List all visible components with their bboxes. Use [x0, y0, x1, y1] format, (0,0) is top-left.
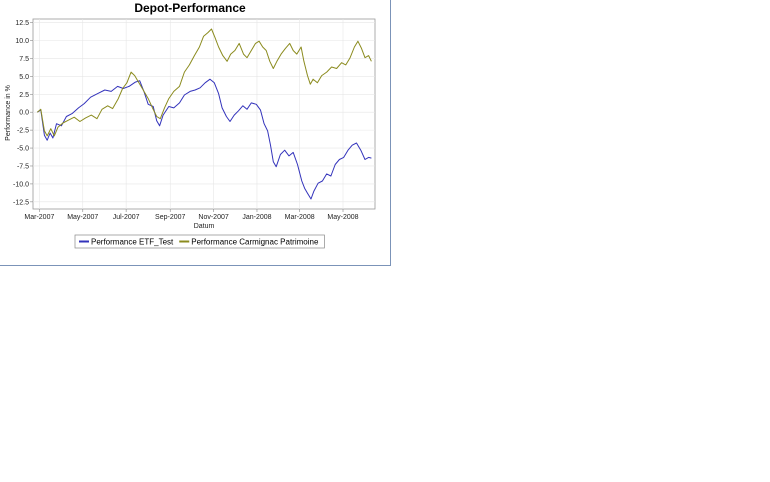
series-line-1 [37, 78, 372, 200]
plot-area [32, 18, 376, 210]
legend-label-1: Performance ETF_Test [91, 238, 174, 247]
legend-box [74, 234, 325, 249]
y-axis-ticks: 12.5 10.0 7.5 5.0 2.5 0.0 -2.5 -5.0 -7.5 -10.0 -12… [13, 20, 33, 206]
y-tick-label: 10.0 [15, 38, 29, 45]
x-tick-label: Jan-2008 [242, 214, 271, 221]
y-tick-label: -2.5 [17, 128, 29, 135]
x-axis-label: Datum [194, 223, 215, 230]
chart-title: Depot-Performance [134, 1, 246, 15]
chart-panel: Depot-Performance 12.5 10.0 7.5 5.0 2.5 0.0 -2… [0, 0, 391, 266]
legend: Performance ETF_Test Performance Carmigna… [74, 234, 325, 249]
legend-label-2: Performance Carmignac Patrimoine [191, 238, 319, 247]
series-line-2 [36, 28, 372, 137]
plot-frame [32, 18, 376, 210]
y-tick-label: 2.5 [19, 92, 29, 99]
y-tick-label: -7.5 [17, 163, 29, 170]
y-axis-label: Performance in % [5, 85, 12, 141]
x-tick-label: Sep-2007 [155, 214, 185, 221]
y-tick-label: 12.5 [15, 20, 29, 27]
x-tick-label: Mar-2008 [285, 214, 315, 221]
series-layer [36, 28, 372, 200]
chart-svg: Depot-Performance 12.5 10.0 7.5 5.0 2.5 0.0 -2… [5, 1, 376, 249]
x-tick-label: Mar-2007 [24, 214, 54, 221]
x-tick-label: Nov-2007 [198, 214, 228, 221]
x-tick-label: May-2007 [67, 214, 98, 221]
x-tick-label: Jul-2007 [113, 214, 140, 221]
y-tick-label: -5.0 [17, 146, 29, 153]
y-tick-label: -12.5 [13, 199, 29, 206]
y-tick-label: -10.0 [13, 181, 29, 188]
y-tick-label: 7.5 [19, 56, 29, 63]
grid-lines [33, 19, 375, 209]
x-axis-ticks: Mar-2007 May-2007 Jul-2007 Sep-2007 Nov-2007… [24, 209, 359, 221]
x-tick-label: May-2008 [327, 214, 358, 221]
y-tick-label: 0.0 [19, 110, 29, 117]
y-tick-label: 5.0 [19, 74, 29, 81]
